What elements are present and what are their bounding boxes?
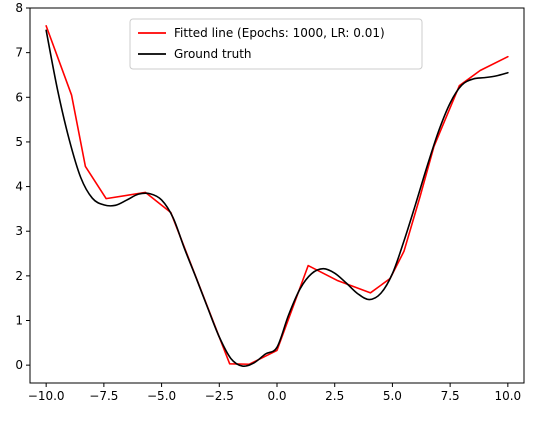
- y-tick-label: 0: [15, 358, 23, 372]
- x-tick-label: 7.5: [441, 389, 460, 403]
- y-tick-label: 8: [15, 1, 23, 15]
- y-tick-label: 5: [15, 135, 23, 149]
- x-tick-label: 10.0: [494, 389, 521, 403]
- legend-label: Fitted line (Epochs: 1000, LR: 0.01): [174, 26, 385, 40]
- y-tick-label: 2: [15, 269, 23, 283]
- x-tick-label: −7.5: [89, 389, 118, 403]
- legend-label: Ground truth: [174, 47, 252, 61]
- x-tick-label: 5.0: [383, 389, 402, 403]
- legend-box: [129, 18, 423, 70]
- legend: Fitted line (Epochs: 1000, LR: 0.01) Grou…: [129, 18, 423, 70]
- series-layer: [45, 25, 509, 367]
- x-tick-label: 0.0: [267, 389, 286, 403]
- y-tick-label: 4: [15, 180, 23, 194]
- x-tick-label: 2.5: [325, 389, 344, 403]
- series-line-fitted: [45, 25, 509, 366]
- x-axis: −10.0 −7.5 −5.0 −2.5 0.0 2.5 5.0 7.5 10.0: [28, 383, 521, 403]
- y-tick-label: 3: [15, 224, 23, 238]
- y-tick-label: 6: [15, 90, 23, 104]
- x-tick-label: −10.0: [28, 389, 65, 403]
- x-tick-label: −5.0: [147, 389, 176, 403]
- series-line-ground-truth: [45, 29, 509, 367]
- x-tick-label: −2.5: [205, 389, 234, 403]
- y-axis: 0 1 2 3 4 5 6 7 8: [15, 1, 30, 372]
- y-tick-label: 7: [15, 46, 23, 60]
- y-tick-label: 1: [15, 314, 23, 328]
